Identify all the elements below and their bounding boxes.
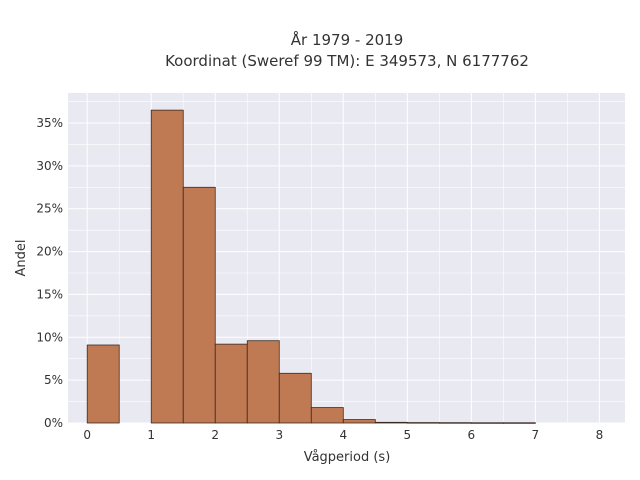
x-tick-label: 1 xyxy=(147,428,155,442)
y-tick-label: 35% xyxy=(36,116,63,130)
histogram-bar xyxy=(438,422,472,424)
x-tick-label: 3 xyxy=(275,428,283,442)
histogram-bar xyxy=(502,422,536,424)
histogram-bar xyxy=(86,344,120,424)
y-tick-label: 10% xyxy=(36,330,63,344)
chart-title-line-2: Koordinat (Sweref 99 TM): E 349573, N 61… xyxy=(165,52,529,70)
x-tick-label: 6 xyxy=(468,428,476,442)
histogram-bar xyxy=(246,340,280,424)
histogram-bar xyxy=(150,109,184,424)
x-tick-label: 8 xyxy=(596,428,604,442)
histogram-bar xyxy=(214,343,248,424)
x-tick-label: 5 xyxy=(404,428,412,442)
histogram-bar xyxy=(406,422,440,424)
x-tick-label: 7 xyxy=(532,428,540,442)
chart-title-line-1: År 1979 - 2019 xyxy=(291,30,404,49)
y-tick-label: 15% xyxy=(36,287,63,301)
x-axis-ticks: 0 1 2 3 4 5 6 7 8 xyxy=(83,428,603,442)
y-tick-label: 0% xyxy=(44,416,63,430)
histogram-bar xyxy=(470,422,504,424)
y-tick-label: 5% xyxy=(44,373,63,387)
histogram-bar xyxy=(182,186,216,424)
x-tick-label: 4 xyxy=(339,428,347,442)
histogram-bar xyxy=(278,372,312,424)
y-axis-ticks: 0% 5% 10% 15% 20% 25% 30% 35% xyxy=(36,116,63,430)
histogram-bar xyxy=(342,419,376,424)
histogram-bar xyxy=(310,407,344,424)
x-axis-label: Vågperiod (s) xyxy=(304,450,391,465)
histogram-bar xyxy=(374,421,408,424)
y-axis-label: Andel xyxy=(14,240,29,277)
y-tick-label: 30% xyxy=(36,159,63,173)
y-tick-label: 25% xyxy=(36,202,63,216)
x-tick-label: 0 xyxy=(83,428,91,442)
histogram-bars xyxy=(86,109,536,424)
x-tick-label: 2 xyxy=(211,428,219,442)
y-tick-label: 20% xyxy=(36,245,63,259)
